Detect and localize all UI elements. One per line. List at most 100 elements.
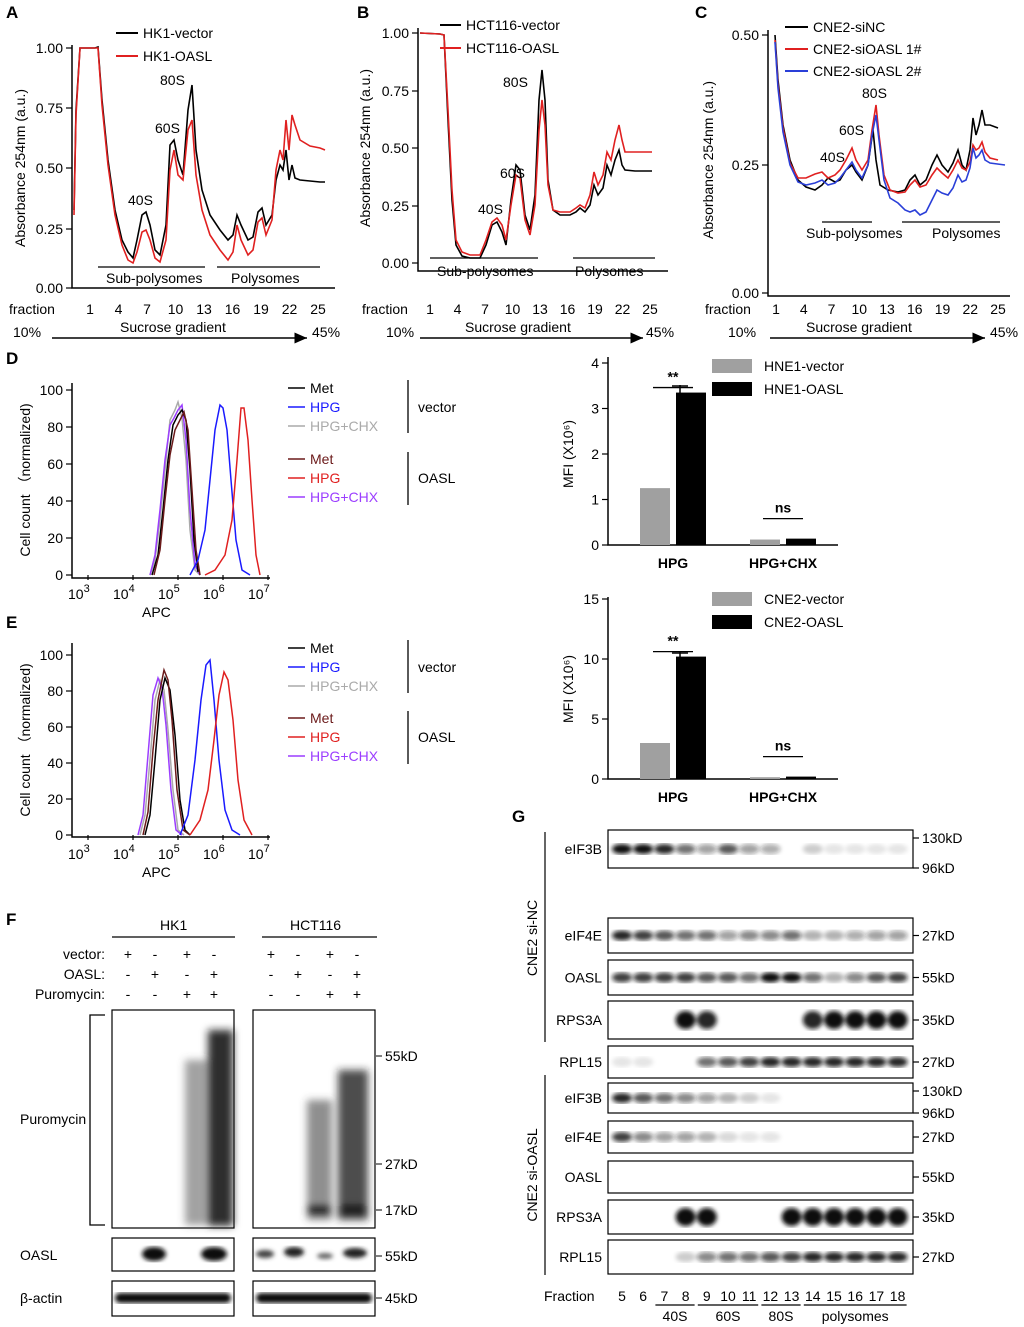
band <box>633 930 654 941</box>
polysomes-label: Polysomes <box>932 225 1000 241</box>
band <box>612 844 632 854</box>
sign-mark: + <box>267 946 275 962</box>
band <box>696 1208 717 1226</box>
y-tick: 0.75 <box>36 100 63 116</box>
blot-label: RPS3A <box>556 1209 603 1225</box>
sign-mark: - <box>153 986 158 1002</box>
panel-letter-b: B <box>357 3 369 22</box>
band <box>675 1208 696 1226</box>
band <box>824 1252 844 1262</box>
band <box>633 844 654 854</box>
gradient-start: 10% <box>728 324 756 340</box>
fraction-tick: 7 <box>481 301 489 317</box>
blot-label: eIF3B <box>565 1090 602 1106</box>
sign-mark: + <box>210 986 218 1002</box>
band <box>760 1252 781 1262</box>
fraction-tick: 18 <box>890 1288 906 1304</box>
blot-label: RPL15 <box>559 1054 602 1070</box>
x-tick: 107 <box>248 583 270 602</box>
band <box>845 930 866 941</box>
sign-mark: - <box>212 946 217 962</box>
sign-mark: + <box>353 986 361 1002</box>
panel-letter-d: D <box>6 349 18 368</box>
x-tick: 105 <box>158 843 180 862</box>
y-tick: 2 <box>591 446 599 462</box>
legend-entry: HPG <box>310 729 340 745</box>
fraction-tick: 10 <box>851 301 867 317</box>
fraction-tick: 6 <box>639 1288 647 1304</box>
western-blot-g: CNE2 si-NC CNE2 si-OASL eIF3B 130kD 96kD eI… <box>524 829 962 1324</box>
y-tick: 4 <box>591 355 599 371</box>
y-tick: 80 <box>47 419 63 435</box>
band <box>866 844 887 854</box>
band <box>718 972 738 983</box>
band <box>696 1093 717 1103</box>
band <box>739 1093 760 1103</box>
legend-entry: HNE1-OASL <box>764 381 844 397</box>
y-tick: 15 <box>583 591 599 607</box>
group-label: HCT116 <box>290 917 341 933</box>
band <box>612 1057 632 1067</box>
fraction-tick: 1 <box>772 301 780 317</box>
y-axis-label: Absorbance 254nm (a.u.) <box>700 81 716 239</box>
peak-label-80s: 80S <box>160 72 185 88</box>
legend-entry: HCT116-OASL <box>466 40 559 56</box>
y-tick: 3 <box>591 401 599 417</box>
fraction-tick: 4 <box>454 301 462 317</box>
group-label: CNE2 si-NC <box>524 900 540 976</box>
category-label: HPG <box>658 789 688 805</box>
blot-label: eIF3B <box>565 841 602 857</box>
category-label: HPG <box>658 555 688 571</box>
legend-entry: HPG <box>310 399 340 415</box>
sign-mark: + <box>294 966 302 982</box>
mw-marker: 35kD <box>922 1012 955 1028</box>
bar <box>676 656 706 779</box>
panel-letter-f: F <box>6 910 16 929</box>
y-tick: 0 <box>55 567 63 583</box>
bar <box>640 488 670 545</box>
band <box>612 1093 632 1103</box>
fraction-group: 60S <box>716 1308 741 1324</box>
band <box>802 1252 823 1262</box>
significance-label: ns <box>775 738 792 754</box>
sign-mark: + <box>326 946 334 962</box>
fraction-tick: 22 <box>615 301 631 317</box>
flow-histogram-d: 100 80 60 40 20 0 103 104 105 106 107 Cell count （… <box>17 382 270 620</box>
band <box>760 930 781 941</box>
fraction-tick: 13 <box>532 301 548 317</box>
gradient-label: Sucrose gradient <box>120 319 226 335</box>
mw-marker: 96kD <box>922 860 955 876</box>
legend-swatch <box>712 382 752 396</box>
fraction-tick: 16 <box>225 301 241 317</box>
gradient-label: Sucrose gradient <box>806 319 912 335</box>
fraction-tick: 7 <box>828 301 836 317</box>
y-tick: 100 <box>40 647 64 663</box>
fraction-group: 80S <box>769 1308 794 1324</box>
peak-label-60s: 60S <box>839 122 864 138</box>
y-tick: 5 <box>591 711 599 727</box>
legend-entry: CNE2-siOASL 1# <box>813 41 922 57</box>
band <box>824 1208 844 1226</box>
sign-mark: + <box>353 966 361 982</box>
y-axis-label: Absorbance 254nm (a.u.) <box>357 69 373 227</box>
band <box>718 844 738 854</box>
band <box>760 1093 781 1103</box>
band <box>718 1132 738 1142</box>
band <box>781 972 802 983</box>
band <box>781 930 802 941</box>
band <box>696 972 717 983</box>
band <box>824 1057 844 1067</box>
bar-chart-cne2: 0 5 10 15 MFI (X10⁶) HPG ** HPG+CHX ns CNE2-vecto… <box>560 591 844 805</box>
x-tick: 105 <box>158 583 180 602</box>
legend-entry: Met <box>310 451 333 467</box>
x-tick: 106 <box>203 583 225 602</box>
x-tick: 103 <box>68 583 90 602</box>
legend-entry: CNE2-OASL <box>764 614 844 630</box>
y-tick: 0.75 <box>382 83 409 99</box>
blot-label: RPS3A <box>556 1012 603 1028</box>
y-tick: 0.25 <box>732 157 759 173</box>
group-label: HK1 <box>160 917 187 933</box>
sub-polysomes-label: Sub-polysomes <box>437 263 534 279</box>
row-label: vector: <box>63 946 105 962</box>
flow-legend-e: Met HPG HPG+CHX vector Met HPG HPG+CHX O… <box>288 640 456 764</box>
